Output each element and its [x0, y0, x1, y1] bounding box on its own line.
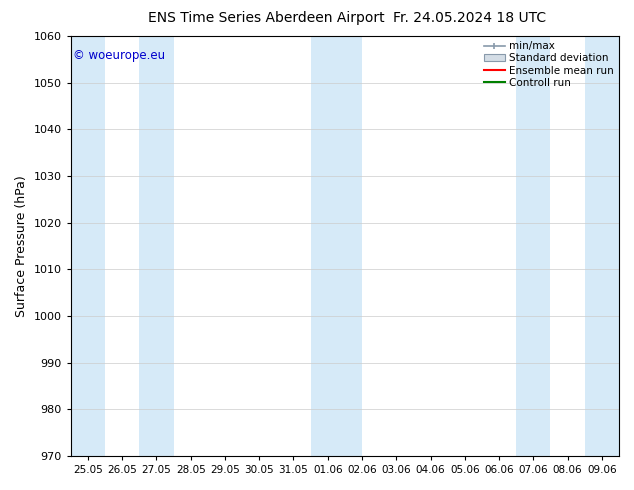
Text: © woeurope.eu: © woeurope.eu [74, 49, 165, 62]
Text: Fr. 24.05.2024 18 UTC: Fr. 24.05.2024 18 UTC [392, 11, 546, 25]
Bar [71, 36, 105, 456]
Legend: min/max, Standard deviation, Ensemble mean run, Controll run: min/max, Standard deviation, Ensemble me… [484, 41, 614, 88]
Bar [139, 36, 174, 456]
Bar [311, 36, 362, 456]
Y-axis label: Surface Pressure (hPa): Surface Pressure (hPa) [15, 175, 28, 317]
Bar [585, 36, 619, 456]
Bar [516, 36, 550, 456]
Text: ENS Time Series Aberdeen Airport: ENS Time Series Aberdeen Airport [148, 11, 385, 25]
